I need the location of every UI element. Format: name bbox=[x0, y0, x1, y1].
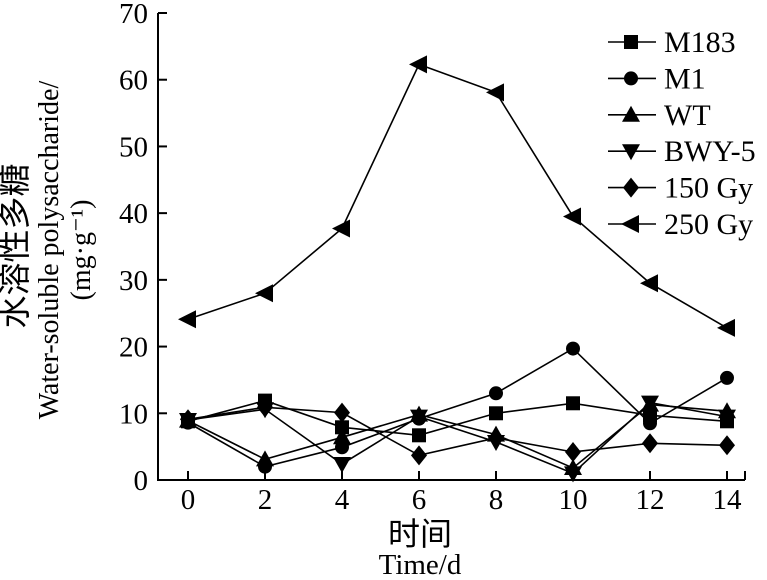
circle-marker bbox=[720, 370, 734, 385]
x-axis-title-en: Time/d bbox=[379, 549, 462, 580]
diamond-marker bbox=[719, 435, 735, 456]
legend-item: M183 bbox=[608, 26, 736, 59]
diamond-marker bbox=[642, 433, 658, 454]
series-line bbox=[187, 347, 728, 468]
triangle-up-marker bbox=[622, 105, 640, 122]
series-line bbox=[187, 406, 728, 457]
y-tick-label: 10 bbox=[119, 398, 148, 430]
triangle-down-marker bbox=[718, 409, 736, 426]
legend-label: BWY-5 bbox=[664, 135, 756, 168]
diamond-marker bbox=[411, 445, 427, 466]
square-marker bbox=[412, 428, 426, 443]
triangle-left-marker bbox=[640, 274, 658, 293]
square-marker bbox=[624, 35, 638, 49]
legend-label: M1 bbox=[664, 62, 706, 95]
triangle-down-marker bbox=[333, 456, 351, 473]
series-line bbox=[187, 401, 728, 475]
y-tick-label: 0 bbox=[134, 465, 149, 497]
diamond-marker bbox=[623, 177, 639, 198]
y-tick-label: 20 bbox=[119, 332, 148, 364]
y-axis-title-unit: (mg·g⁻¹) bbox=[66, 200, 97, 301]
x-tick-label: 10 bbox=[559, 484, 588, 516]
square-marker bbox=[489, 406, 503, 421]
triangle-down-marker bbox=[622, 144, 640, 161]
circle-marker bbox=[489, 386, 503, 401]
y-axis-title-zh: 水溶性多糖 bbox=[0, 164, 34, 329]
y-tick-label: 60 bbox=[119, 65, 148, 97]
y-tick-label: 30 bbox=[119, 265, 148, 297]
legend-item: WT bbox=[608, 99, 711, 132]
series-150-gy bbox=[180, 397, 735, 466]
triangle-left-marker bbox=[178, 310, 196, 329]
x-axis-title-zh: 时间 bbox=[388, 516, 452, 552]
diamond-marker bbox=[180, 409, 196, 430]
triangle-left-marker bbox=[332, 219, 350, 238]
x-tick-label: 0 bbox=[181, 484, 196, 516]
legend-label: M183 bbox=[664, 26, 736, 59]
circle-marker bbox=[643, 416, 657, 431]
triangle-down-marker bbox=[641, 395, 659, 412]
circle-marker bbox=[624, 71, 638, 86]
circle-marker bbox=[566, 341, 580, 356]
x-tick-label: 8 bbox=[489, 484, 504, 516]
x-tick-label: 2 bbox=[258, 484, 273, 516]
triangle-down-marker bbox=[564, 466, 582, 483]
triangle-up-marker bbox=[256, 450, 274, 467]
legend-item: BWY-5 bbox=[608, 135, 756, 168]
legend-label: 150 Gy bbox=[664, 172, 753, 205]
x-tick-label: 14 bbox=[713, 484, 743, 516]
legend-label: WT bbox=[664, 99, 711, 132]
x-tick-label: 12 bbox=[636, 484, 665, 516]
diamond-marker bbox=[565, 441, 581, 462]
x-axis-ticks: 0 2 4 6 8 10 12 14 bbox=[181, 471, 746, 516]
y-tick-label: 70 bbox=[119, 0, 148, 30]
legend-item: 250 Gy bbox=[608, 208, 753, 241]
square-marker bbox=[566, 396, 580, 411]
series-250-gy bbox=[178, 55, 735, 337]
legend-item: M1 bbox=[608, 62, 706, 95]
x-tick-label: 6 bbox=[412, 484, 427, 516]
diamond-marker bbox=[257, 397, 273, 418]
triangle-down-marker bbox=[410, 409, 428, 426]
square-marker bbox=[335, 420, 349, 435]
triangle-left-marker bbox=[255, 284, 273, 303]
diamond-marker bbox=[334, 402, 350, 423]
triangle-left-marker bbox=[486, 83, 504, 102]
legend-label: 250 Gy bbox=[664, 208, 753, 241]
y-tick-label: 40 bbox=[119, 198, 148, 230]
y-tick-label: 50 bbox=[119, 131, 148, 163]
diamond-marker bbox=[488, 427, 504, 448]
triangle-up-marker bbox=[333, 428, 351, 445]
legend-item: 150 Gy bbox=[608, 172, 753, 205]
y-axis-ticks: 0 10 20 30 40 50 60 70 bbox=[119, 0, 167, 497]
x-tick-label: 4 bbox=[335, 484, 350, 516]
triangle-left-marker bbox=[563, 207, 581, 226]
triangle-left-marker bbox=[621, 215, 639, 233]
y-axis-title-en: Water-soluble polysaccharide/ bbox=[34, 81, 65, 420]
series-line bbox=[187, 63, 728, 329]
triangle-left-marker bbox=[409, 55, 427, 74]
triangle-left-marker bbox=[717, 318, 735, 337]
